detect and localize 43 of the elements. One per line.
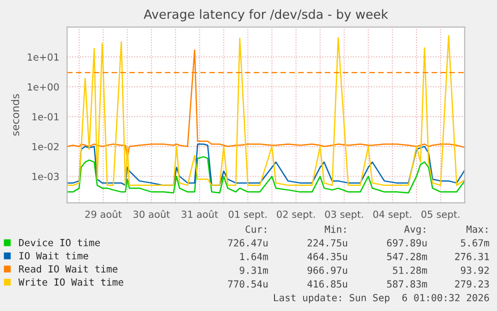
x-tick-label: 29 août [85, 210, 122, 218]
text: 5.67m [460, 239, 490, 247]
text: Avg: [404, 226, 426, 235]
text: Max: [466, 226, 488, 233]
text: 587.83m [387, 280, 427, 288]
text: 9.31m [240, 266, 268, 274]
text: 966.97u [308, 266, 348, 274]
y-tick-label: 1e-02 [32, 142, 58, 150]
text: 93.92 [460, 266, 489, 274]
text: 224.75u [308, 239, 348, 247]
text: 697.89u [387, 239, 427, 247]
x-tick-label: 01 sept. [228, 210, 267, 220]
text: 464.35u [307, 252, 348, 260]
y-tick-label: 1e-01 [32, 113, 59, 120]
line-series [67, 156, 465, 194]
x-tick-label: 05 sept. [421, 210, 460, 220]
text: 726.47u [228, 239, 268, 247]
text: 770.54u [228, 280, 268, 288]
legend-label: IO Wait time [19, 252, 88, 260]
text: 547.28m [387, 252, 427, 260]
legend-label: Device IO time [19, 238, 100, 246]
x-tick-label: 30 août [134, 210, 170, 218]
line-series [67, 35, 465, 186]
legend-label: Write IO Wait time [18, 278, 124, 286]
text: 276.31 [455, 252, 489, 260]
text: 1.64m [240, 252, 268, 260]
y-tick-label: 1e+01 [28, 53, 59, 61]
text: 279.23 [455, 280, 489, 288]
text: Min: [324, 225, 346, 233]
line-series [67, 143, 465, 186]
y-tick-label: 1e+00 [28, 83, 59, 91]
text: Cur: [246, 225, 266, 233]
y-axis-title: seconds [11, 94, 20, 136]
x-tick-label: 04 sept. [373, 210, 412, 220]
x-tick-label: 31 août [182, 210, 218, 218]
legend-label: Read IO Wait time [19, 265, 118, 273]
text: Last update: Sun Sep 6 01:00:32 2026 [274, 294, 489, 304]
x-tick-label: 02 sept. [276, 210, 315, 220]
text: 51.28m [392, 266, 427, 274]
chart-title: Average latency for /dev/sda - by week [144, 9, 388, 22]
text: 416.85u [307, 280, 348, 288]
x-tick-label: 03 sept. [325, 210, 363, 220]
y-tick-label: 1e-03 [32, 172, 59, 180]
